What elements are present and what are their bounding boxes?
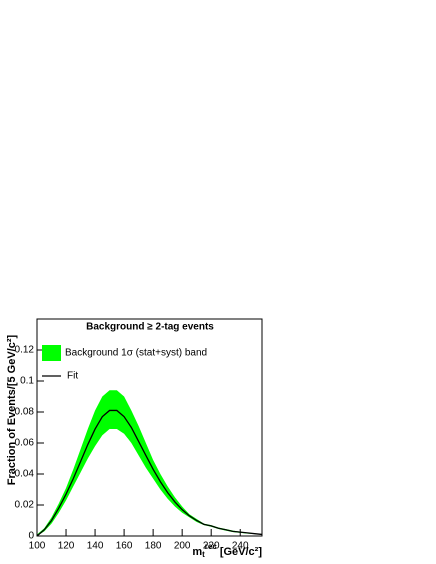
x-label-sup: rec [205,542,218,551]
legend-band-swatch [42,345,61,361]
x-tick-label: 120 [58,541,75,552]
x-label-base: m [192,546,202,558]
chart-title: Background ≥ 2-tag events [86,322,214,333]
x-tick-label: 200 [174,541,191,552]
x-axis-label: mtrec [GeV/c²] [192,542,262,559]
x-tick-label: 240 [232,541,249,552]
x-tick-label: 220 [203,541,220,552]
y-axis-label: Fraction of Events/[5 GeV/c²] [6,334,18,485]
y-tick-label: 0 [28,531,34,542]
y-tick-label: 0.02 [15,500,35,511]
x-label-unit: [GeV/c²] [220,546,263,558]
legend-label: Fit [67,371,78,382]
x-tick-label: 180 [145,541,162,552]
x-tick-label: 140 [87,541,104,552]
x-label-sub: t [202,550,205,559]
y-tick-label: 0.08 [15,407,35,418]
fit-line [36,409,263,537]
y-tick-label: 0.06 [15,438,35,449]
x-tick-label: 100 [29,541,46,552]
x-tick-label: 160 [116,541,133,552]
y-tick-label: 0.12 [15,345,35,356]
y-tick-label: 0.04 [15,469,35,480]
legend-label: Background 1σ (stat+syst) band [65,348,207,359]
y-tick-label: 0.1 [20,376,34,387]
plot-frame [36,318,263,537]
